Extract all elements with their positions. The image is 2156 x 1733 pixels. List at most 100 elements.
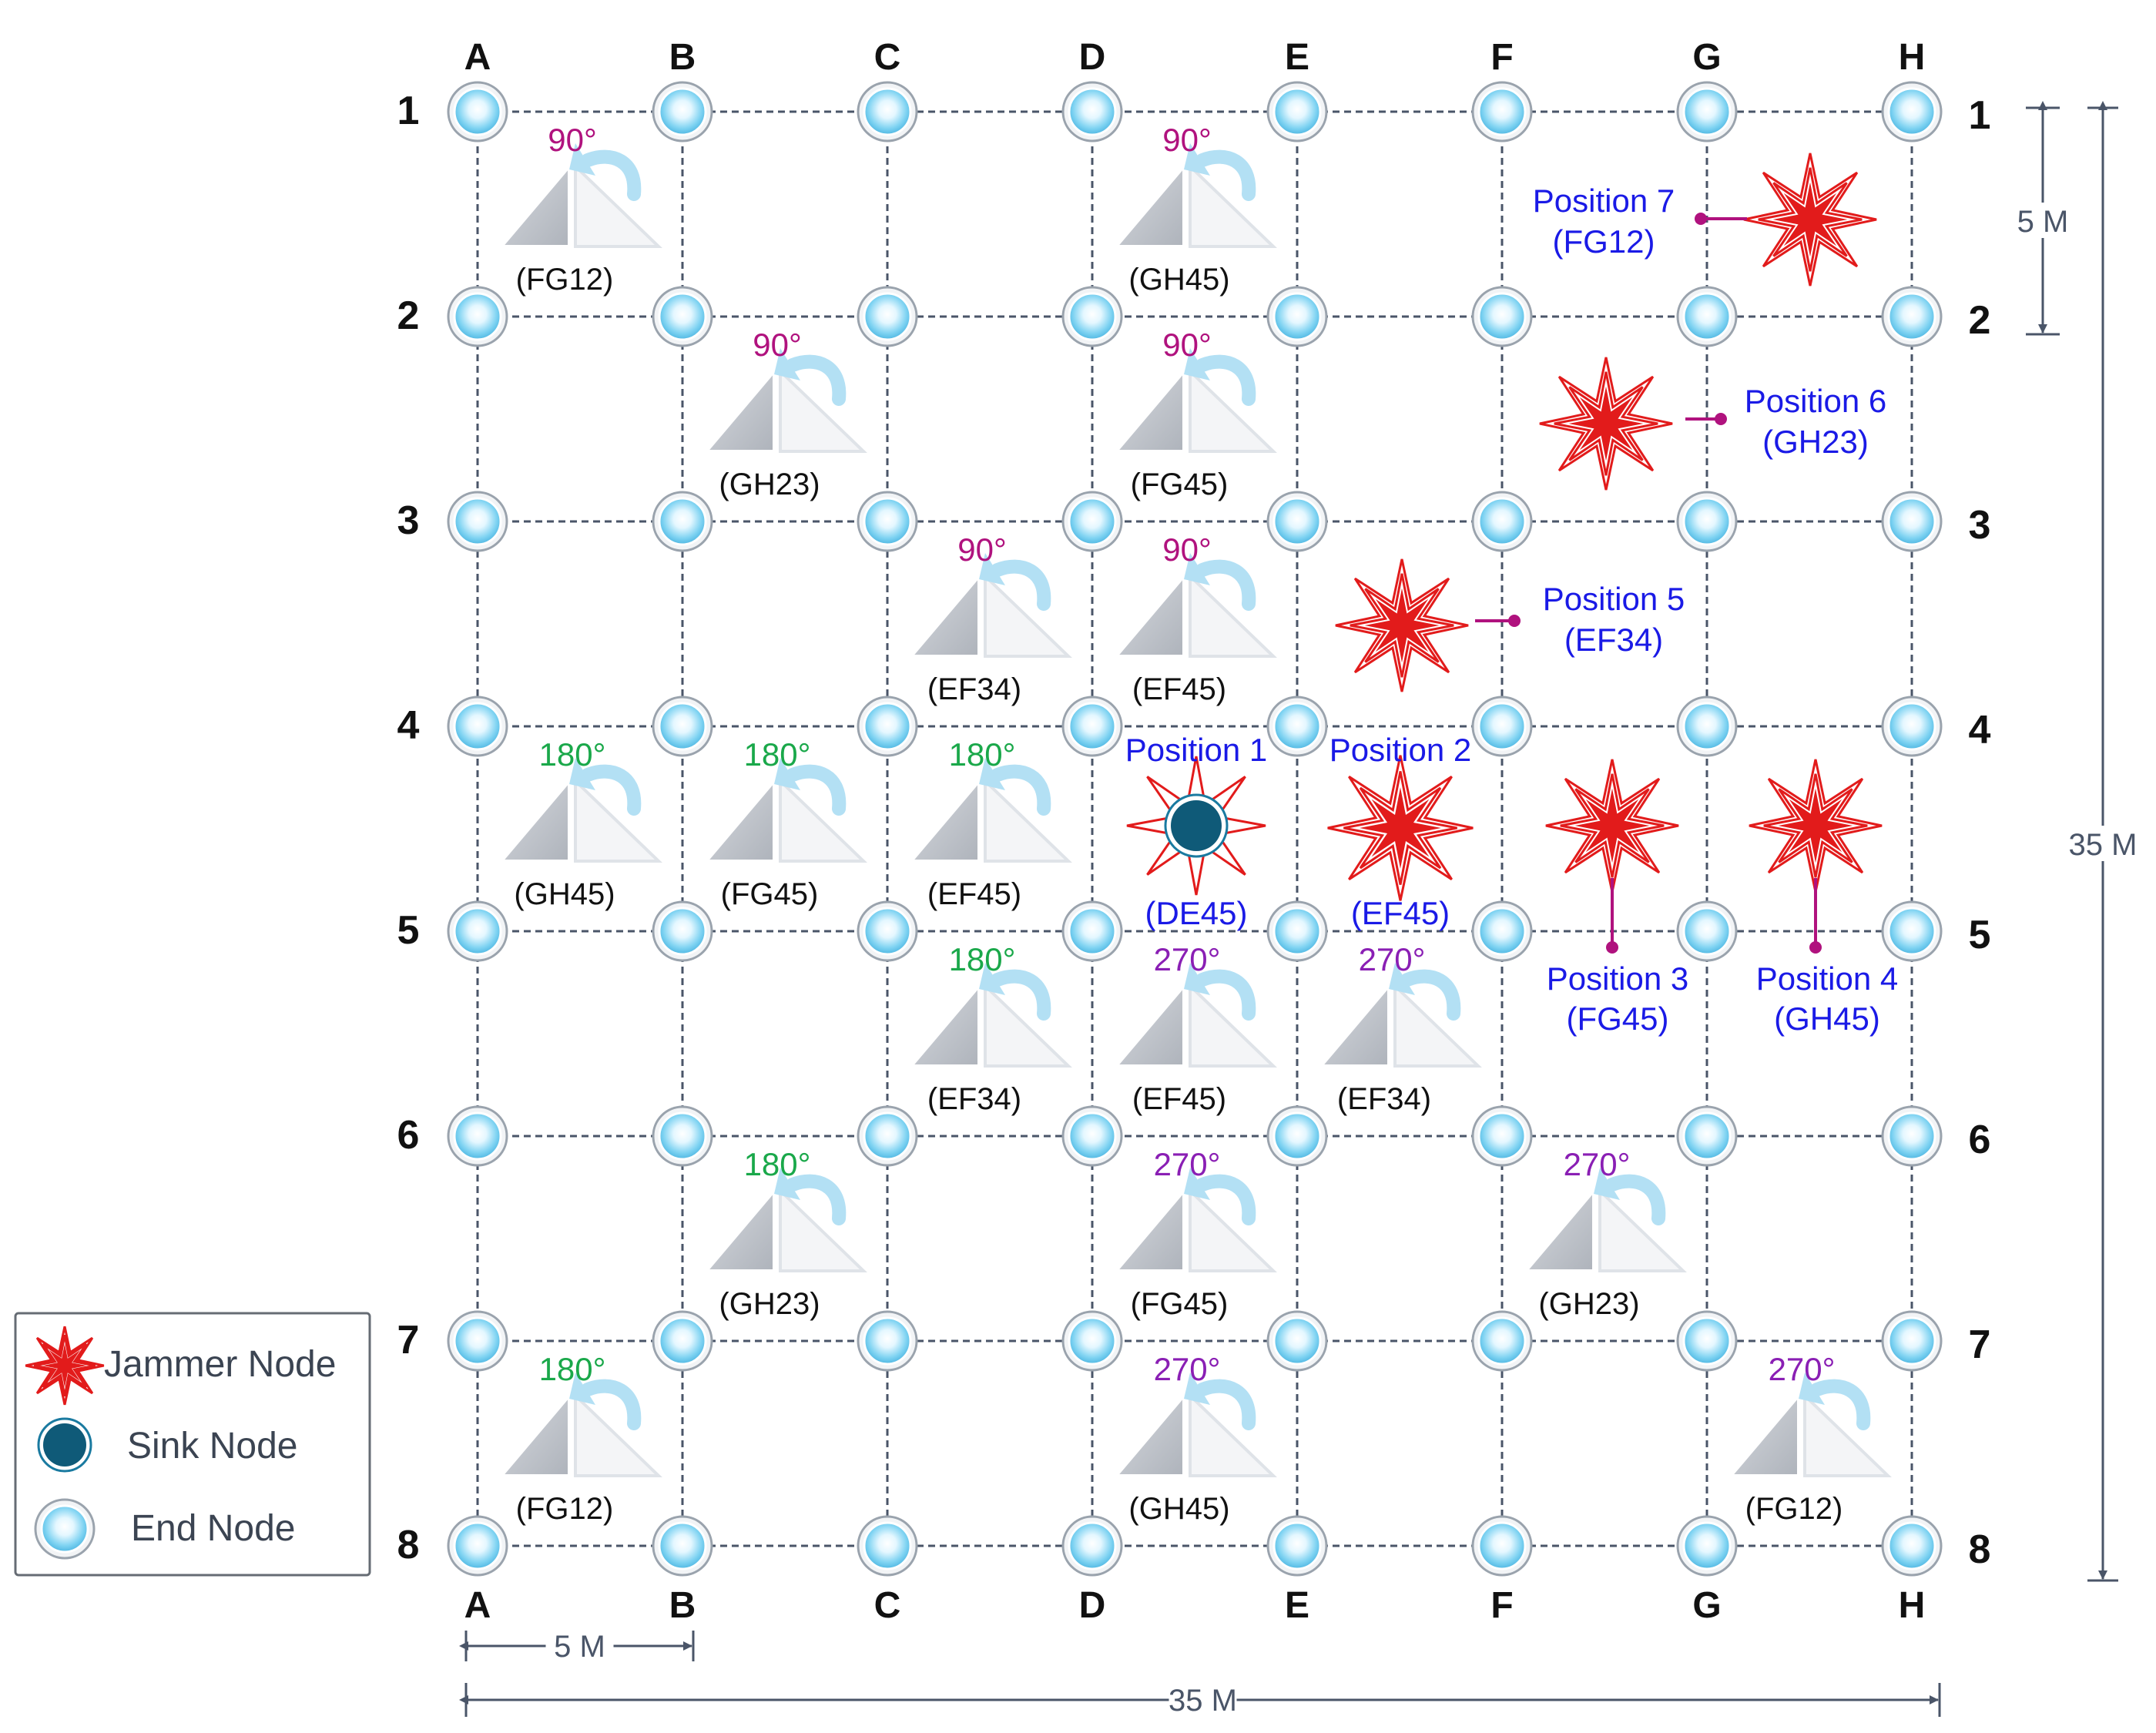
end-node-A6	[447, 1105, 508, 1167]
leader-dot	[1508, 615, 1521, 627]
reflector-angle: 180°	[744, 736, 811, 773]
rotate-arrow-head-icon	[569, 1373, 595, 1405]
rotate-arrow-icon	[1400, 969, 1461, 1021]
row-label-right-1: 1	[1969, 93, 1991, 138]
end-node-D6	[1061, 1105, 1123, 1167]
position-code: (GH45)	[1774, 1001, 1880, 1037]
rotate-arrow-icon	[991, 969, 1051, 1021]
dimension-total-horizontal: 35 M	[459, 1681, 1941, 1718]
jammer-node-position-4	[1749, 759, 1883, 893]
jammer-node-position-7	[1743, 153, 1877, 287]
rotate-arrow-icon	[1195, 149, 1256, 201]
reflection-icon	[574, 163, 662, 248]
end-node-B2	[652, 286, 713, 347]
end-node-F4	[1471, 696, 1533, 757]
row-label-left-1: 1	[397, 89, 420, 133]
grid-lines	[476, 110, 1913, 1547]
wedge-icon	[907, 776, 981, 863]
wedge-icon	[907, 981, 981, 1068]
reflector-a78: 180° (FG12)	[498, 1351, 662, 1526]
rotate-arrow-icon	[1605, 1174, 1666, 1225]
leader-dot	[1809, 941, 1822, 954]
col-label-bottom-F: F	[1490, 1585, 1513, 1626]
reflector-d23: 90° (FG45)	[1112, 327, 1277, 501]
wedge-icon	[702, 1186, 776, 1272]
position-title: Position 1	[1125, 732, 1267, 768]
end-node-C2	[857, 286, 918, 347]
reflector-a12: 90° (FG12)	[498, 122, 662, 297]
position-title: Position 5	[1543, 581, 1685, 617]
rotate-arrow-head-icon	[1799, 1373, 1825, 1405]
wedge-icon	[702, 776, 776, 863]
dimension-total-vertical: 35 M	[2064, 101, 2141, 1582]
wedge-icon	[1727, 1391, 1800, 1477]
legend: Jammer Node Sink Node End Node	[14, 1312, 371, 1577]
end-node-B5	[652, 900, 713, 962]
end-node-H7	[1881, 1310, 1943, 1372]
end-node-C1	[857, 81, 918, 142]
reflection-icon	[1598, 1187, 1687, 1272]
jammer-node-position-2	[1327, 755, 1474, 901]
rotate-arrow-head-icon	[774, 1168, 800, 1200]
reflector-label: (EF45)	[1132, 672, 1226, 706]
reflector-d56: 270° (EF45)	[1112, 941, 1277, 1116]
end-node-C3	[857, 491, 918, 552]
reflection-icon	[574, 777, 662, 863]
end-node-C4	[857, 696, 918, 757]
reflector-label: (GH45)	[514, 877, 615, 911]
end-node-A7	[447, 1310, 508, 1372]
dimension-label: 5 M	[2017, 205, 2069, 239]
wedge-icon	[1112, 981, 1185, 1068]
col-label-bottom-D: D	[1079, 1585, 1106, 1626]
col-label-top-F: F	[1490, 37, 1513, 78]
row-label-left-3: 3	[397, 498, 420, 543]
rotate-arrow-icon	[581, 1379, 642, 1430]
dimension-label: 35 M	[1169, 1684, 1237, 1718]
end-node-B1	[652, 81, 713, 142]
reflector-angle: 180°	[539, 1351, 606, 1387]
col-label-bottom-G: G	[1692, 1585, 1721, 1626]
jammer-icon	[25, 1326, 105, 1406]
row-label-right-5: 5	[1969, 913, 1991, 957]
legend-end-label: End Node	[131, 1508, 296, 1549]
end-node-H6	[1881, 1105, 1943, 1167]
dimension-cell-vertical: 5 M	[2004, 101, 2081, 336]
reflector-angle: 270°	[1154, 1146, 1221, 1182]
end-node-H4	[1881, 696, 1943, 757]
rotate-arrow-head-icon	[1184, 963, 1210, 995]
end-node-B8	[652, 1515, 713, 1577]
reflector-label: (EF45)	[927, 877, 1021, 911]
end-node-H5	[1881, 900, 1943, 962]
end-node-E6	[1266, 1105, 1328, 1167]
end-node-G5	[1676, 900, 1738, 962]
col-label-bottom-B: B	[669, 1585, 696, 1626]
reflector-c56: 180° (EF34)	[907, 941, 1072, 1116]
reflector-angle: 90°	[1162, 327, 1212, 363]
rotate-arrow-icon	[786, 1174, 847, 1225]
reflector-label: (FG45)	[1131, 1287, 1229, 1321]
wedge-icon	[1112, 367, 1185, 453]
reflector-angle: 90°	[957, 531, 1007, 568]
end-node-H1	[1881, 81, 1943, 142]
rotate-arrow-head-icon	[1594, 1168, 1620, 1200]
reflection-icon	[574, 1392, 662, 1477]
reflection-icon	[1393, 982, 1482, 1068]
end-node-icon	[34, 1498, 96, 1560]
position-6: Position 6 (GH23)	[1539, 357, 1886, 491]
wedge-icon	[498, 1391, 571, 1477]
reflector-c34: 90° (EF34)	[907, 531, 1072, 706]
position-code: (EF45)	[1351, 895, 1450, 931]
rotate-arrow-icon	[1195, 969, 1256, 1021]
reflector-d34: 90° (EF45)	[1112, 531, 1277, 706]
end-node-G8	[1676, 1515, 1738, 1577]
reflection-icon	[984, 777, 1072, 863]
row-label-left-6: 6	[397, 1113, 420, 1158]
reflector-d67: 270° (FG45)	[1112, 1146, 1277, 1321]
end-node-D7	[1061, 1310, 1123, 1372]
leader-dot	[1606, 941, 1618, 954]
reflector-label: (GH23)	[719, 468, 820, 501]
end-node-D1	[1061, 81, 1123, 142]
wedge-icon	[1112, 162, 1185, 248]
end-node-E1	[1266, 81, 1328, 142]
rotate-arrow-icon	[581, 149, 642, 201]
